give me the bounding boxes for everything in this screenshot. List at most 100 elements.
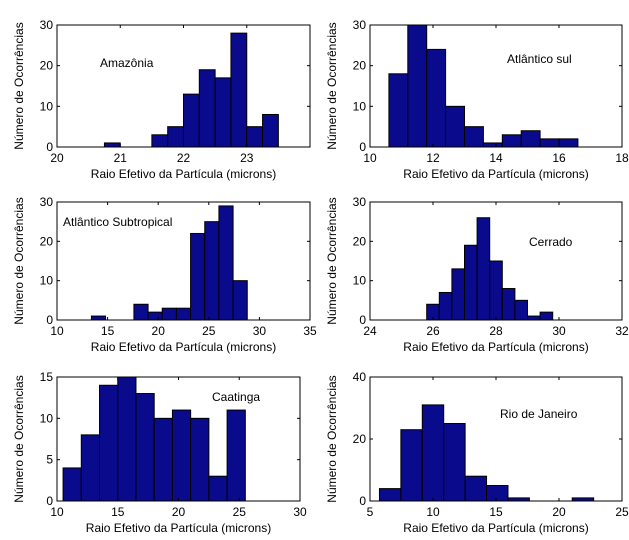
histogram-bar <box>214 77 232 148</box>
chart-panel-4: 24 26 28 30 32 0 10 20 30 Raio Efetivo da Partícu… <box>325 195 629 354</box>
histogram-bar <box>190 417 210 502</box>
histogram-bar <box>151 134 169 148</box>
x-tick-label: 30 <box>293 505 307 519</box>
histogram-bar <box>451 268 465 321</box>
x-tick-label: 20 <box>172 505 186 519</box>
y-tick-label: 30 <box>40 18 54 32</box>
region-label: Amazônia <box>100 56 154 70</box>
x-tick-label: 20 <box>552 505 566 519</box>
x-tick-label: 26 <box>426 324 440 338</box>
x-tick-label: 10 <box>50 324 64 338</box>
histogram-bar <box>476 217 491 321</box>
x-tick-label: 25 <box>233 505 247 519</box>
x-axis-label: Raio Efetivo da Partícula (microns) <box>91 340 276 354</box>
histogram-bar <box>445 105 466 148</box>
histogram-bar <box>99 384 119 502</box>
chart-panel-1: 20 21 22 23 0 10 20 30 Raio Efetivo da Partícula… <box>12 18 311 181</box>
x-tick-label: 15 <box>101 324 115 338</box>
x-axis-label: Raio Efetivo da Partícula (microns) <box>86 521 271 535</box>
y-tick-label: 5 <box>46 453 53 467</box>
y-axis-label: Número de Ocorrências <box>12 375 26 502</box>
y-tick-label: 15 <box>40 370 54 384</box>
y-axis-label: Número de Ocorrências <box>12 197 26 324</box>
region-label: Atlântico sul <box>507 52 572 66</box>
chart-panel-6: 5 10 15 20 25 0 20 40 Raio Efetivo da Partícula … <box>325 370 629 535</box>
histogram-bar <box>175 307 192 321</box>
y-tick-label: 10 <box>40 411 54 425</box>
x-tick-label: 18 <box>615 151 629 165</box>
histogram-bar <box>400 429 423 502</box>
x-tick-label: 15 <box>489 505 503 519</box>
x-tick-label: 21 <box>114 151 128 165</box>
y-tick-label: 0 <box>46 140 53 154</box>
histogram-bar <box>426 48 447 148</box>
histogram-bar <box>218 205 234 321</box>
y-tick-label: 0 <box>359 140 366 154</box>
y-tick-label: 10 <box>40 274 54 288</box>
y-axis-label: Número de Ocorrências <box>325 197 339 324</box>
histogram-bar <box>388 73 409 148</box>
histogram-bar <box>80 434 101 502</box>
x-tick-label: 35 <box>303 324 317 338</box>
histogram-bar <box>232 280 248 321</box>
x-tick-label: 32 <box>615 324 629 338</box>
y-axis-label: Número de Ocorrências <box>325 375 339 502</box>
y-tick-label: 0 <box>359 494 366 508</box>
y-tick-label: 40 <box>353 370 367 384</box>
histogram-bar <box>226 409 246 502</box>
y-tick-label: 30 <box>40 195 54 209</box>
x-tick-label: 15 <box>111 505 125 519</box>
plot-area <box>57 202 310 320</box>
y-tick-label: 20 <box>353 234 367 248</box>
x-tick-label: 28 <box>489 324 503 338</box>
y-tick-label: 20 <box>40 59 54 73</box>
histogram-bar <box>161 307 177 321</box>
x-tick-label: 23 <box>240 151 254 165</box>
y-tick-label: 30 <box>353 18 367 32</box>
histogram-bar <box>262 113 279 148</box>
region-label: Caatinga <box>212 390 260 404</box>
y-tick-label: 0 <box>46 313 53 327</box>
histogram-bar <box>464 244 478 321</box>
x-axis-label: Raio Efetivo da Partícula (microns) <box>403 167 588 181</box>
x-tick-label: 14 <box>489 151 503 165</box>
histogram-bar <box>117 376 137 502</box>
histogram-bar <box>133 303 149 321</box>
histogram-bar <box>153 417 173 502</box>
x-tick-label: 22 <box>177 151 191 165</box>
x-tick-label: 30 <box>253 324 267 338</box>
histogram-bar <box>183 93 200 148</box>
histogram-bar <box>527 315 541 321</box>
x-tick-label: 30 <box>552 324 566 338</box>
histogram-bar <box>421 404 445 502</box>
histogram-bar <box>482 142 503 148</box>
x-tick-label: 16 <box>552 151 566 165</box>
histogram-bar <box>171 409 192 502</box>
x-tick-label: 10 <box>363 151 377 165</box>
histogram-bar <box>539 311 554 321</box>
y-tick-label: 30 <box>353 195 367 209</box>
histogram-bar <box>501 134 522 148</box>
histogram-bar <box>520 130 541 148</box>
x-tick-label: 25 <box>615 505 629 519</box>
histogram-bar <box>501 288 516 321</box>
histogram-bar <box>103 142 121 148</box>
histogram-bar <box>489 260 503 321</box>
histogram-bar <box>464 475 488 502</box>
histogram-bar <box>62 467 82 502</box>
y-tick-label: 0 <box>46 494 53 508</box>
histogram-bar <box>198 69 216 148</box>
x-tick-label: 5 <box>367 505 374 519</box>
x-tick-label: 20 <box>152 324 166 338</box>
histogram-bar <box>464 126 484 148</box>
histogram-bar <box>407 24 428 148</box>
histogram-bar <box>167 126 184 148</box>
y-axis-label: Número de Ocorrências <box>12 22 26 149</box>
y-tick-label: 20 <box>353 59 367 73</box>
histogram-bar <box>438 291 453 321</box>
x-axis-label: Raio Efetivo da Partícula (microns) <box>403 521 588 535</box>
x-tick-label: 12 <box>426 151 440 165</box>
